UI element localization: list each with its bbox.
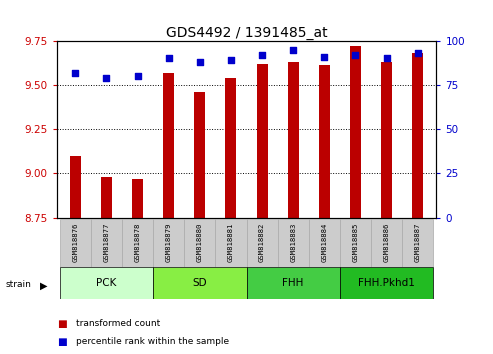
Point	[383, 56, 390, 61]
Point	[258, 52, 266, 58]
Point	[103, 75, 110, 81]
Bar	[225, 78, 236, 218]
Point	[320, 54, 328, 59]
Bar	[288, 62, 299, 218]
Bar	[246, 267, 340, 299]
Bar	[91, 219, 122, 267]
Text: GSM818878: GSM818878	[135, 223, 141, 262]
Bar	[60, 219, 91, 267]
Bar	[412, 53, 423, 218]
Bar	[319, 65, 330, 218]
Title: GDS4492 / 1391485_at: GDS4492 / 1391485_at	[166, 26, 327, 40]
Text: GSM818886: GSM818886	[384, 223, 389, 262]
Bar	[350, 46, 361, 218]
Bar	[402, 219, 433, 267]
Point	[196, 59, 204, 65]
Bar	[60, 267, 153, 299]
Point	[227, 57, 235, 63]
Bar	[70, 156, 81, 218]
Text: GSM818880: GSM818880	[197, 223, 203, 262]
Bar	[101, 177, 112, 218]
Text: GSM818884: GSM818884	[321, 223, 327, 262]
Text: percentile rank within the sample: percentile rank within the sample	[76, 337, 230, 346]
Text: GSM818882: GSM818882	[259, 223, 265, 262]
Bar	[309, 219, 340, 267]
Bar	[163, 73, 174, 218]
Point	[352, 52, 359, 58]
Text: FHH: FHH	[282, 278, 304, 288]
Point	[414, 50, 422, 56]
Text: PCK: PCK	[96, 278, 117, 288]
Text: GSM818877: GSM818877	[104, 223, 109, 262]
Point	[71, 70, 79, 75]
Text: SD: SD	[192, 278, 207, 288]
Text: ▶: ▶	[40, 281, 48, 291]
Text: GSM818885: GSM818885	[352, 223, 358, 262]
Bar	[371, 219, 402, 267]
Bar	[194, 92, 205, 218]
Point	[289, 47, 297, 52]
Text: transformed count: transformed count	[76, 319, 161, 329]
Point	[165, 56, 173, 61]
Bar	[132, 179, 143, 218]
Bar	[153, 267, 246, 299]
Text: GSM818876: GSM818876	[72, 223, 78, 262]
Bar	[122, 219, 153, 267]
Text: FHH.Pkhd1: FHH.Pkhd1	[358, 278, 415, 288]
Text: ■: ■	[57, 319, 67, 329]
Bar	[257, 64, 268, 218]
Text: GSM818883: GSM818883	[290, 223, 296, 262]
Bar	[340, 219, 371, 267]
Bar	[184, 219, 215, 267]
Bar	[340, 267, 433, 299]
Bar	[246, 219, 278, 267]
Text: GSM818879: GSM818879	[166, 223, 172, 262]
Bar	[215, 219, 246, 267]
Point	[134, 73, 141, 79]
Bar	[278, 219, 309, 267]
Text: GSM818887: GSM818887	[415, 223, 421, 262]
Bar	[381, 62, 392, 218]
Text: GSM818881: GSM818881	[228, 223, 234, 262]
Bar	[153, 219, 184, 267]
Text: ■: ■	[57, 337, 67, 347]
Text: strain: strain	[6, 280, 32, 290]
